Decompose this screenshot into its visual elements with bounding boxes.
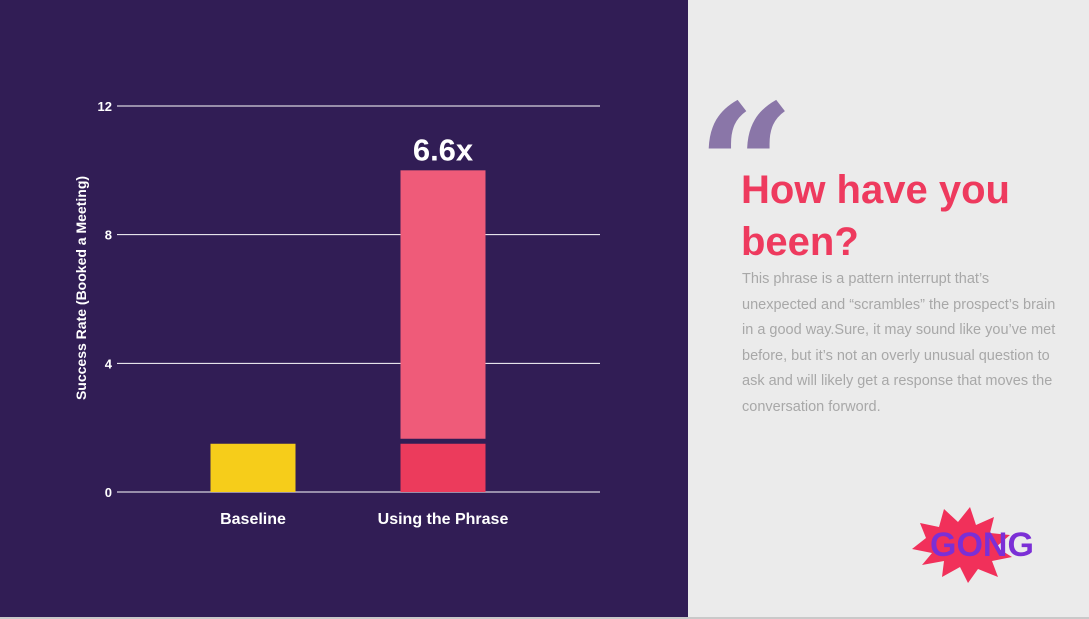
- bottom-divider: [0, 617, 1089, 619]
- chart-panel: [0, 0, 688, 617]
- y-tick-label: 8: [105, 228, 112, 243]
- gong-logo-text: GONG: [930, 526, 1034, 564]
- y-axis-title: Success Rate (Booked a Meeting): [73, 176, 89, 400]
- quote-panel: [688, 0, 1089, 617]
- quote-mark-icon: “: [697, 67, 795, 267]
- bar-baseline-segment-1: [210, 443, 296, 492]
- quote-body: This phrase is a pattern interrupt that’…: [742, 271, 1056, 415]
- bar-using-the-phrase-segment-2: [400, 170, 486, 439]
- x-category-labels: Baseline Using the Phrase: [220, 511, 508, 528]
- y-tick-labels: 0 4 8 12: [98, 99, 113, 500]
- chart-gridlines: [117, 105, 600, 493]
- multiplier-label: 6.6x: [413, 132, 474, 167]
- bar-using-the-phrase-segment-1: [400, 443, 486, 492]
- y-tick-label: 4: [105, 356, 113, 371]
- x-category-label: Using the Phrase: [378, 511, 509, 528]
- bar-chart: 0 4 8 12 Baseline Using the Phrase 6.6x Succ…: [73, 99, 600, 528]
- x-category-label: Baseline: [220, 511, 286, 528]
- quote-headline: How have you been?: [741, 168, 1010, 264]
- y-tick-label: 12: [98, 99, 112, 114]
- chart-bars: [210, 170, 486, 492]
- gong-logo-burst-icon: [912, 507, 1012, 583]
- y-tick-label: 0: [105, 485, 112, 500]
